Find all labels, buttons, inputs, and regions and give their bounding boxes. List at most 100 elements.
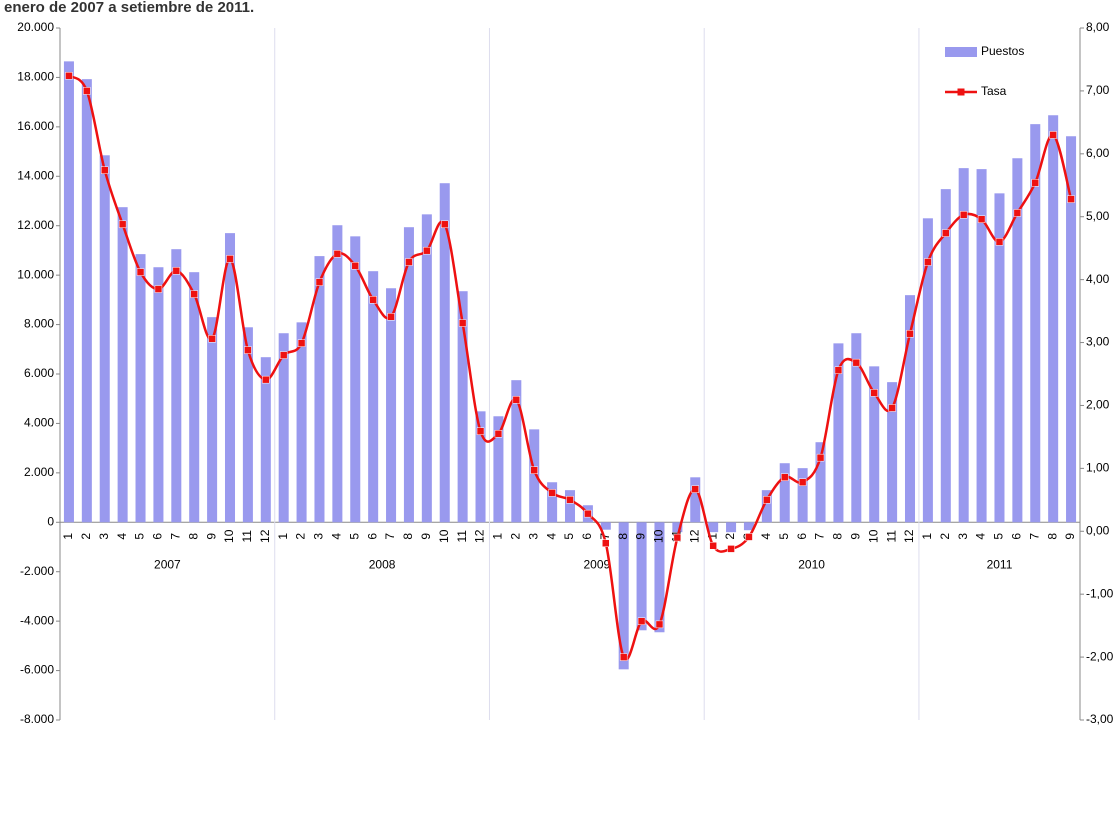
bar: [887, 382, 898, 523]
y2-tick-label: 2,00: [1086, 398, 1110, 412]
line-marker: [369, 296, 377, 304]
x-tick-label: 5: [562, 533, 576, 540]
x-tick-label: 4: [330, 533, 344, 540]
y-tick-label: -2.000: [20, 564, 54, 578]
y-tick-label: 18.000: [17, 70, 54, 84]
line-marker: [584, 509, 592, 518]
bar: [600, 522, 611, 530]
line-marker: [780, 473, 789, 481]
x-tick-label: 5: [347, 533, 361, 540]
x-tick-label: 7: [383, 533, 397, 540]
bar: [224, 233, 236, 523]
line-marker: [1013, 209, 1022, 217]
bar: [618, 522, 629, 670]
line-marker: [852, 358, 861, 367]
y2-tick-label: 7,00: [1086, 83, 1110, 97]
line-marker: [619, 653, 628, 661]
x-tick-label: 4: [544, 533, 558, 540]
x-tick-label: 1: [491, 533, 505, 540]
x-tick-label: 1: [920, 533, 934, 540]
bar: [242, 327, 253, 523]
line-marker: [1067, 195, 1075, 203]
line-marker: [548, 489, 556, 497]
year-label: 2009: [583, 557, 610, 571]
line-marker: [351, 262, 360, 270]
x-tick-label: 4: [115, 533, 129, 540]
bar: [314, 256, 325, 523]
line-marker: [154, 285, 163, 293]
line-marker: [405, 258, 413, 266]
bar: [475, 411, 486, 523]
x-tick-label: 11: [455, 530, 469, 543]
line-marker: [566, 496, 574, 504]
legend-swatch: [945, 47, 977, 57]
x-tick-label: 1: [276, 533, 290, 540]
y-tick-label: -8.000: [20, 712, 54, 726]
line-marker: [745, 533, 753, 541]
line-marker: [602, 539, 610, 547]
y-tick-label: 12.000: [17, 218, 54, 232]
year-label: 2011: [987, 557, 1013, 571]
y2-tick-label: -2,00: [1086, 649, 1114, 663]
bar: [63, 61, 74, 523]
bar: [654, 522, 665, 633]
bar: [421, 214, 432, 523]
bar: [1048, 115, 1059, 523]
bar: [743, 522, 754, 531]
bar: [332, 225, 343, 523]
line-marker: [190, 290, 198, 298]
bar: [994, 193, 1005, 523]
x-tick-label: 8: [401, 533, 415, 540]
bar: [386, 288, 397, 523]
x-tick-label: 2: [508, 533, 522, 540]
x-tick-label: 3: [312, 533, 326, 540]
x-tick-label: 11: [884, 530, 898, 543]
bar: [636, 522, 647, 631]
y2-tick-label: 8,00: [1086, 20, 1110, 34]
bar: [708, 522, 719, 533]
line-marker: [65, 72, 73, 80]
line-marker: [512, 396, 521, 404]
line-marker: [942, 229, 950, 237]
bar: [833, 343, 844, 523]
line: [68, 74, 1073, 661]
x-tick-label: 12: [258, 529, 272, 543]
bar: [171, 249, 182, 523]
legend-marker: [957, 88, 965, 96]
bar: [135, 254, 146, 523]
x-tick-label: 9: [634, 533, 648, 540]
bar: [815, 442, 826, 523]
x-tick-label: 6: [365, 533, 379, 540]
x-tick-label: 4: [974, 533, 988, 540]
x-tick-label: 1: [705, 533, 719, 540]
bar: [350, 236, 361, 523]
bar: [529, 429, 540, 523]
y2-tick-label: 0,00: [1086, 523, 1110, 537]
bar: [368, 271, 379, 523]
bar: [278, 333, 289, 523]
line-marker: [226, 255, 234, 263]
x-tick-label: 5: [777, 533, 791, 540]
line-marker: [262, 375, 270, 384]
y2-tick-label: 3,00: [1086, 335, 1110, 349]
x-tick-label: 3: [526, 533, 540, 540]
bar: [457, 291, 468, 523]
x-tick-label: 9: [1063, 533, 1077, 540]
line-marker: [691, 485, 700, 493]
line-marker: [906, 329, 914, 338]
bar: [547, 482, 558, 523]
x-tick-label: 10: [437, 529, 451, 543]
x-tick-label: 8: [616, 533, 630, 540]
line-marker: [279, 351, 288, 359]
line-marker: [208, 335, 216, 343]
bar: [851, 333, 862, 523]
bar: [1030, 124, 1041, 523]
x-tick-label: 6: [795, 533, 809, 540]
line-marker: [458, 319, 467, 327]
y-tick-label: -4.000: [20, 613, 54, 627]
x-tick-label: 9: [848, 533, 862, 540]
x-tick-label: 9: [204, 533, 218, 540]
bar: [1012, 158, 1023, 523]
bar: [726, 522, 737, 533]
bar: [117, 207, 128, 523]
